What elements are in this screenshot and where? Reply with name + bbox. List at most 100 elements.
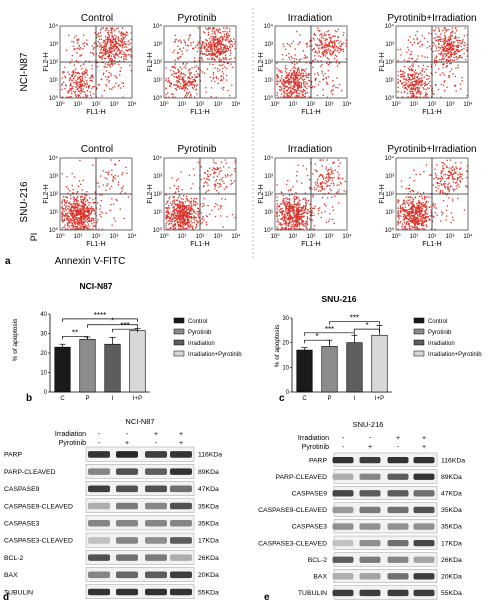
x-tick-label: 10³ <box>110 102 119 108</box>
flow-dot <box>165 211 167 213</box>
flow-dot <box>99 194 101 196</box>
flow-dot <box>450 42 452 44</box>
y-tick-label: 10¹ <box>153 78 162 84</box>
flow-dot <box>406 92 409 95</box>
flow-dot <box>444 186 446 188</box>
y-tick-label: 10³ <box>49 42 58 48</box>
flow-dot <box>89 213 92 215</box>
flow-dot <box>184 81 186 83</box>
flow-dot <box>428 218 430 220</box>
flow-dot <box>331 93 334 95</box>
flow-dot <box>221 71 224 73</box>
flow-dot <box>292 220 294 222</box>
flow-dot <box>207 175 210 177</box>
flow-dot <box>110 48 112 50</box>
flow-dot <box>456 46 458 48</box>
flow-dot <box>453 53 455 56</box>
flow-dot <box>115 47 118 49</box>
flow-dot <box>86 207 89 209</box>
flow-dot <box>284 219 286 221</box>
flow-dot <box>408 78 411 80</box>
flow-dot <box>181 53 184 55</box>
flow-dot <box>183 66 185 68</box>
flow-dot <box>225 50 227 53</box>
flow-dot <box>212 42 214 44</box>
flow-dot <box>102 46 105 48</box>
flow-dot <box>119 74 121 76</box>
flow-dot <box>121 49 123 52</box>
flow-dot <box>403 213 406 215</box>
flow-dot <box>415 87 417 89</box>
flow-dot <box>80 211 82 213</box>
x-tick-label: 10¹ <box>74 102 83 108</box>
flow-dot <box>319 174 321 176</box>
flow-dot <box>181 228 183 230</box>
flow-dot <box>121 187 123 189</box>
flow-dot <box>332 209 334 211</box>
flow-dot <box>114 56 116 59</box>
flow-dot <box>98 55 100 57</box>
flow-dot <box>177 40 179 42</box>
flow-dot <box>222 76 224 78</box>
flow-dot <box>84 196 86 198</box>
flow-dot <box>448 76 450 79</box>
flow-dot <box>289 221 291 224</box>
flow-dot <box>175 38 177 40</box>
flow-dot <box>63 214 65 216</box>
flow-dot <box>306 42 309 44</box>
flow-dot <box>189 213 191 216</box>
flow-dot <box>79 78 82 81</box>
flow-dot <box>319 34 321 36</box>
flow-dot <box>330 177 332 179</box>
flow-dot <box>182 212 184 214</box>
flow-dot <box>168 218 171 220</box>
flow-dot <box>311 211 313 213</box>
flow-dot <box>178 211 180 213</box>
flow-dot <box>233 180 235 182</box>
flow-dot <box>226 216 228 218</box>
flow-dot <box>101 194 103 196</box>
flow-dot <box>197 207 199 209</box>
flow-dot <box>111 30 113 32</box>
flow-dot <box>292 222 294 224</box>
flow-dot <box>85 216 87 218</box>
flow-dot <box>412 84 414 86</box>
flow-dot <box>466 49 468 51</box>
flow-dot <box>84 227 86 229</box>
flow-dot <box>225 27 227 29</box>
flow-dot <box>80 92 82 94</box>
flow-dot <box>211 46 213 48</box>
flow-dot <box>70 197 72 200</box>
flow-dot <box>217 78 219 80</box>
flow-dot <box>421 55 424 57</box>
flow-dot <box>282 91 284 93</box>
flow-dot <box>61 216 63 218</box>
flow-dot <box>397 78 399 80</box>
flow-dot <box>199 80 202 82</box>
flow-dot <box>180 215 182 217</box>
flow-dot <box>168 212 170 214</box>
flow-dot <box>316 182 318 184</box>
flow-dot <box>107 62 109 64</box>
flow-dot <box>296 216 298 219</box>
flow-dot <box>338 42 340 44</box>
flow-dot <box>85 204 87 206</box>
flow-dot <box>296 70 298 72</box>
flow-dot <box>284 198 286 200</box>
flow-dot <box>281 81 283 83</box>
flow-dot <box>410 79 412 81</box>
flow-dot <box>67 222 69 224</box>
flow-dot <box>130 56 132 58</box>
flow-dot <box>74 228 76 230</box>
flow-dot <box>212 27 214 29</box>
flow-dot <box>177 210 179 212</box>
flow-dot <box>77 185 79 187</box>
flow-dot <box>331 44 333 47</box>
flow-dot <box>447 50 449 52</box>
flow-dot <box>231 182 233 184</box>
flow-dot <box>298 228 300 230</box>
flow-dot <box>174 84 176 86</box>
flow-dot <box>287 208 289 210</box>
flow-dot <box>198 74 200 76</box>
flow-dot <box>208 167 211 169</box>
